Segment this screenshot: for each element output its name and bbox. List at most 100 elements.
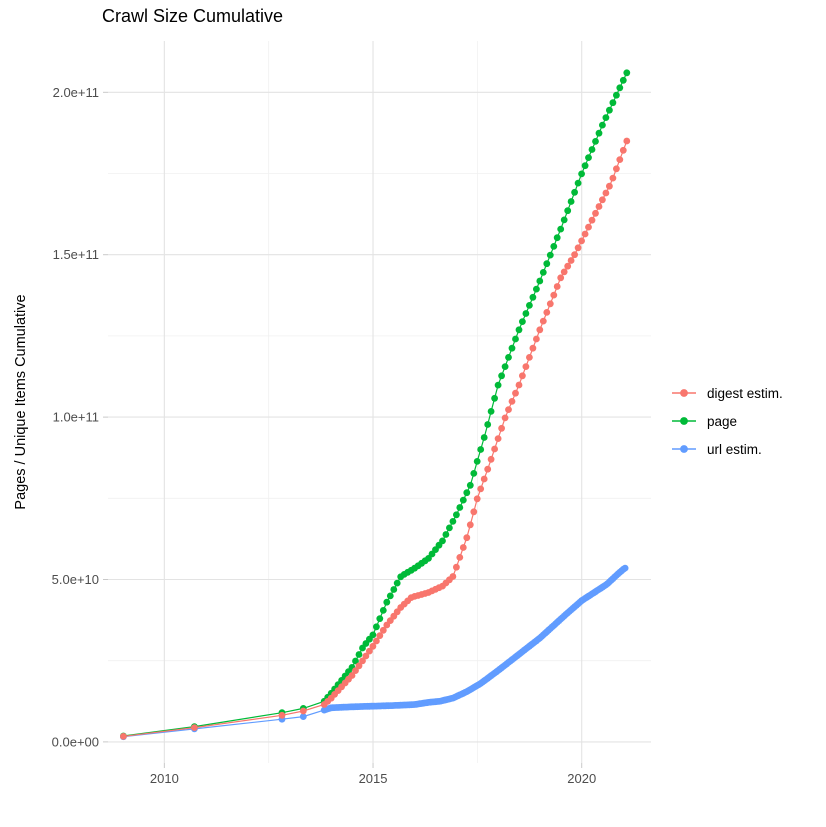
data-point xyxy=(567,257,575,264)
data-point xyxy=(446,524,453,532)
data-point xyxy=(366,647,373,655)
data-point xyxy=(564,262,572,270)
data-point xyxy=(494,381,502,389)
data-point xyxy=(491,394,498,402)
data-point xyxy=(595,203,603,210)
series-url-estim- xyxy=(120,564,629,741)
data-point xyxy=(473,458,481,465)
x-tick-label: 2020 xyxy=(567,771,596,786)
data-point xyxy=(557,274,565,282)
data-point xyxy=(376,615,384,622)
data-point xyxy=(515,381,523,389)
data-point xyxy=(539,269,547,276)
data-point xyxy=(487,455,495,463)
data-point xyxy=(602,189,610,197)
data-point xyxy=(352,667,359,674)
y-axis-title: Pages / Unique Items Cumulative xyxy=(13,294,29,510)
data-point xyxy=(501,414,509,422)
data-point xyxy=(505,406,512,413)
data-point xyxy=(519,318,526,325)
data-point xyxy=(278,711,286,719)
data-point xyxy=(550,243,558,250)
legend-item-page: page xyxy=(670,407,826,435)
data-point xyxy=(191,724,198,731)
data-point xyxy=(536,277,544,285)
data-point xyxy=(480,475,488,483)
data-point xyxy=(560,216,568,224)
data-point xyxy=(619,146,627,154)
data-point xyxy=(553,283,561,290)
data-point xyxy=(522,363,530,370)
data-point xyxy=(456,554,464,561)
data-point xyxy=(439,537,446,545)
data-point xyxy=(376,632,384,639)
legend-label: page xyxy=(707,413,738,429)
data-point xyxy=(599,121,606,129)
data-point xyxy=(613,165,620,173)
data-point xyxy=(578,170,585,178)
y-tick-label: 2.0e+11 xyxy=(53,85,99,100)
data-point xyxy=(442,531,450,538)
data-point xyxy=(602,114,610,121)
data-point xyxy=(299,707,307,715)
data-point xyxy=(512,335,519,343)
data-point xyxy=(619,76,627,84)
data-point xyxy=(466,521,474,529)
y-tick-label: 1.5e+11 xyxy=(53,247,99,262)
data-point xyxy=(390,586,398,593)
data-point xyxy=(613,91,620,99)
data-point xyxy=(609,99,617,107)
legend: digest estim. page url estim. xyxy=(670,379,826,463)
data-point xyxy=(491,445,498,453)
legend-label: url estim. xyxy=(707,441,762,457)
data-point xyxy=(606,106,613,114)
data-point xyxy=(588,216,596,224)
data-point xyxy=(459,544,467,551)
data-point xyxy=(383,598,391,606)
data-point xyxy=(522,310,530,317)
data-point xyxy=(543,309,551,316)
data-point xyxy=(581,230,589,238)
series-page xyxy=(120,69,631,740)
data-point xyxy=(592,209,599,217)
data-point xyxy=(571,188,578,196)
data-point xyxy=(526,302,533,309)
legend-item-digest-estim: digest estim. xyxy=(670,379,826,407)
data-point xyxy=(529,344,537,352)
data-point xyxy=(533,285,540,293)
data-point xyxy=(355,651,363,658)
data-point xyxy=(599,196,606,204)
data-point xyxy=(352,657,359,665)
data-point xyxy=(616,84,624,92)
data-point xyxy=(379,607,387,614)
data-point xyxy=(529,293,537,301)
data-point xyxy=(470,470,478,477)
x-tick-label: 2015 xyxy=(359,771,388,786)
data-point xyxy=(588,146,596,153)
axes: 2010 2015 2020 0.0e+00 5.0e+10 1.0e+11 1.5e+11… xyxy=(52,85,597,786)
data-point xyxy=(526,354,533,361)
data-point xyxy=(487,408,495,415)
data-point xyxy=(571,251,578,259)
data-point xyxy=(616,156,624,164)
data-point xyxy=(543,260,551,268)
data-point xyxy=(477,446,485,453)
data-point xyxy=(515,326,523,334)
series-line xyxy=(123,567,626,738)
data-point xyxy=(463,489,471,497)
grid-minor xyxy=(108,41,651,763)
data-point xyxy=(348,672,356,679)
data-point xyxy=(299,713,307,720)
data-point xyxy=(379,626,387,634)
data-point xyxy=(484,465,492,473)
legend-key-point-icon xyxy=(672,445,696,453)
data-point xyxy=(560,268,568,276)
data-point xyxy=(623,69,631,77)
data-point xyxy=(546,300,554,308)
legend-label: digest estim. xyxy=(707,385,783,401)
data-point xyxy=(546,251,554,259)
data-point xyxy=(453,511,460,519)
data-point xyxy=(456,504,464,511)
data-point xyxy=(470,508,478,516)
data-point xyxy=(473,495,481,503)
